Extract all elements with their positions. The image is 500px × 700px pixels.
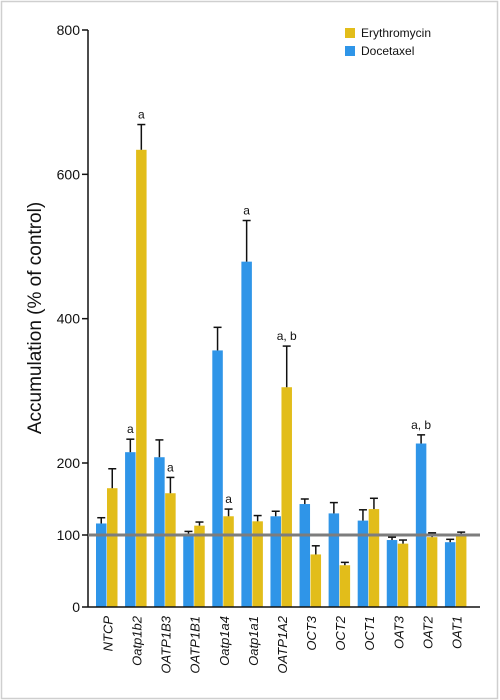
bar-docetaxel-ntcp: [96, 523, 107, 607]
bar-erythromycin-oat3: [397, 543, 409, 607]
error-bar-layer: [97, 123, 466, 566]
x-tick-label-oatp1a1: Oatp1a1: [246, 616, 261, 666]
legend: Erythromycin Docetaxel: [345, 26, 431, 58]
annotation-layer: a a a a a a, b a, b: [127, 108, 431, 507]
bar-erythromycin-ntcp: [107, 488, 118, 607]
legend-label-docetaxel: Docetaxel: [361, 44, 414, 58]
x-tick-label-oatp1a4: Oatp1a4: [217, 616, 232, 666]
annotation-docetaxel-oat2: a, b: [411, 418, 431, 432]
x-tick-label-ntcp: NTCP: [101, 616, 116, 652]
legend-label-erythromycin: Erythromycin: [361, 26, 431, 40]
x-tick-label-oatp1b2: Oatp1b2: [130, 615, 145, 666]
x-tick-label-oatp1a2: OATP1A2: [275, 615, 290, 673]
bar-erythromycin-oatp1a1: [252, 521, 263, 607]
annotation-docetaxel-oatp1a1: a: [243, 204, 250, 218]
y-axis-title: Accumulation (% of control): [25, 202, 46, 434]
bar-docetaxel-oatp1a1: [241, 261, 252, 607]
bar-erythromycin-oatp1b2: [136, 149, 147, 608]
bar-erythromycin-oat2: [426, 537, 438, 607]
bar-erythromycin-oatp1a4: [223, 516, 234, 607]
x-tick-label-oat3: OAT3: [391, 615, 406, 649]
x-tick-label-oct2: OCT2: [333, 615, 348, 650]
annotation-erythromycin-oatp1a4: a: [225, 492, 232, 506]
bar-erythromycin-oct3: [310, 554, 322, 607]
bar-erythromycin-oatp1a2: [281, 387, 292, 607]
bar-docetaxel-oat1: [444, 542, 456, 607]
annotation-erythromycin-oatp1b3: a: [167, 460, 174, 474]
bar-docetaxel-oct3: [299, 504, 311, 607]
bar-docetaxel-oct2: [328, 513, 340, 607]
y-tick-label-800: 800: [57, 22, 81, 38]
y-tick-label-0: 0: [72, 599, 80, 615]
x-tick-label-oct3: OCT3: [304, 615, 319, 650]
bar-docetaxel-oct1: [357, 520, 369, 607]
bar-erythromycin-oatp1b3: [165, 493, 176, 607]
bar-docetaxel-oatp1b3: [154, 457, 165, 607]
bar-erythromycin-oct1: [368, 509, 380, 607]
annotation-docetaxel-oatp1b2: a: [127, 422, 134, 436]
y-tick-label-400: 400: [57, 311, 81, 327]
x-tick-label-oatp1b3: OATP1B3: [159, 615, 174, 673]
bar-docetaxel-oatp1b2: [125, 452, 136, 607]
bar-docetaxel-oat3: [386, 540, 398, 607]
bar-docetaxel-oatp1b1: [183, 533, 194, 607]
bar-docetaxel-oatp1a2: [270, 516, 281, 607]
y-tick-label-100: 100: [57, 527, 81, 543]
bar-erythromycin-oat1: [455, 536, 467, 607]
bar-erythromycin-oatp1b1: [194, 525, 205, 607]
x-tick-label-oat1: OAT1: [449, 616, 464, 649]
x-tick-label-oct1: OCT1: [362, 616, 377, 651]
annotation-erythromycin-oatp1a2: a, b: [277, 329, 297, 343]
y-axis-ticks: 0 100 200 400 600 800: [57, 22, 88, 615]
bar-erythromycin-oct2: [339, 565, 351, 607]
legend-swatch-erythromycin: [345, 28, 355, 38]
bar-docetaxel-oatp1a4: [212, 350, 223, 607]
x-axis-category-labels: NTCP Oatp1b2 OATP1B3 OATP1B1 Oatp1a4 Oatp1a1 O…: [101, 615, 465, 673]
legend-swatch-docetaxel: [345, 46, 355, 56]
y-tick-label-200: 200: [57, 455, 81, 471]
y-tick-label-600: 600: [57, 166, 81, 182]
bar-layer: [96, 149, 467, 608]
x-tick-label-oatp1b1: OATP1B1: [188, 616, 203, 674]
x-tick-label-oat2: OAT2: [420, 615, 435, 649]
annotation-erythromycin-oatp1b2: a: [138, 108, 145, 122]
bar-docetaxel-oat2: [415, 443, 427, 607]
